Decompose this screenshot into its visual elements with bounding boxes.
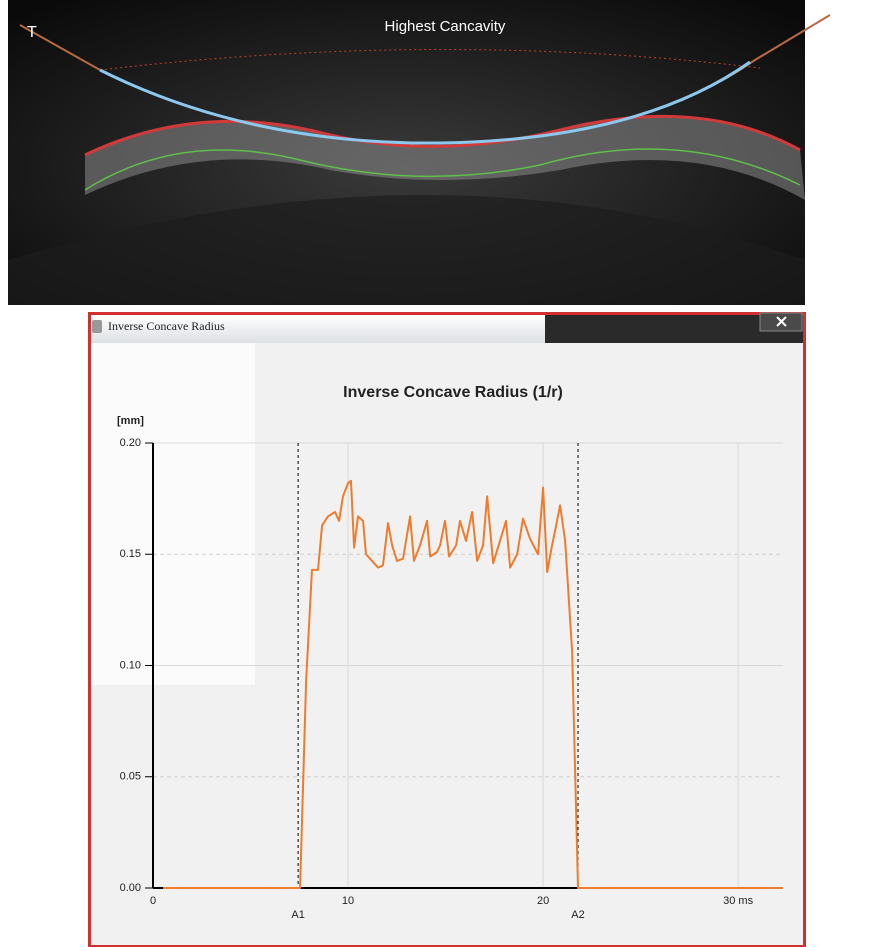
x-tick-label: 10 <box>342 895 354 907</box>
image-title: Highest Cancavity <box>385 18 506 35</box>
image-right-label: N <box>848 24 860 41</box>
window: Inverse Concave Radius <box>88 312 806 947</box>
y-tick-label: 0.10 <box>120 659 141 671</box>
y-tick-label: 0.20 <box>120 437 141 449</box>
marker-label: A2 <box>571 909 584 921</box>
data-line <box>162 479 783 889</box>
y-axis-label: [mm] <box>117 415 144 427</box>
y-tick-label: 0.05 <box>120 771 141 783</box>
chart-title: Inverse Concave Radius (1/r) <box>343 384 563 401</box>
image-left-label: T <box>27 24 37 41</box>
x-tick-label: 20 <box>537 895 549 907</box>
plot: 0.00 0.05 0.10 0.15 0.20 0 10 20 30 ms A1 A2 <box>120 437 783 921</box>
window-title: Inverse Concave Radius <box>108 319 225 333</box>
close-button[interactable] <box>759 312 803 332</box>
scan-image: Highest Cancavity T N <box>8 0 860 305</box>
x-tick-label: 30 ms <box>723 895 753 907</box>
y-tick-label: 0.00 <box>120 882 141 894</box>
marker-label: A1 <box>291 909 304 921</box>
y-tick-label: 0.15 <box>120 548 141 560</box>
x-tick-label: 0 <box>150 895 156 907</box>
